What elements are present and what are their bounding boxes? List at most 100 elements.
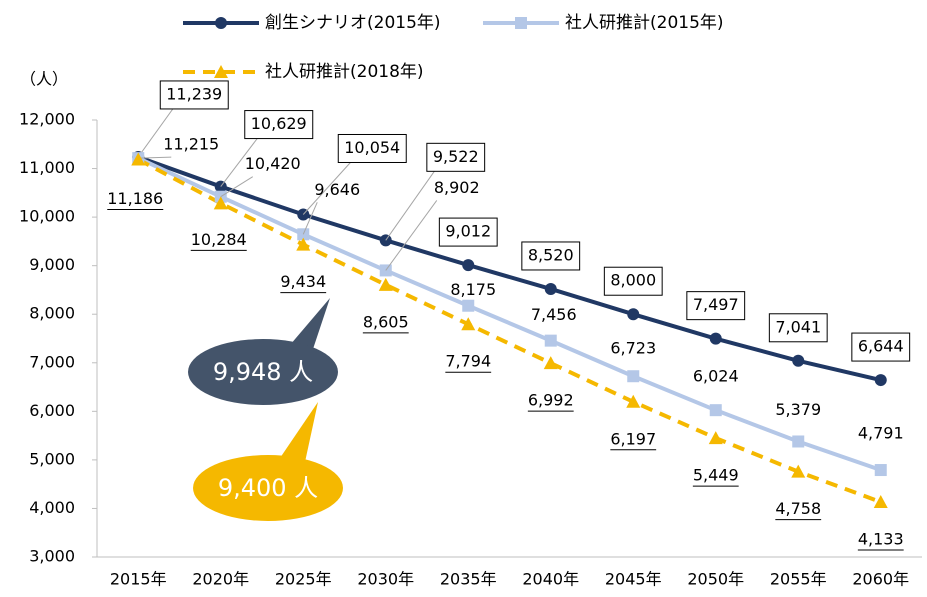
data-label: 7,456 — [531, 305, 577, 324]
data-label: 10,420 — [245, 154, 301, 173]
y-tick-label: 9,000 — [29, 255, 75, 274]
legend-label: 社人研推計(2018年) — [265, 62, 424, 82]
callout-bubble — [193, 455, 343, 521]
data-label: 8,605 — [363, 312, 409, 331]
x-tick-label: 2055年 — [770, 570, 827, 589]
data-label-box — [426, 142, 486, 172]
data-label: 8,902 — [434, 178, 480, 197]
point — [627, 370, 640, 383]
y-tick-label: 8,000 — [29, 304, 75, 323]
point — [543, 356, 558, 370]
point — [461, 317, 476, 331]
data-label: 6,197 — [610, 429, 656, 448]
legend-marker — [215, 17, 227, 29]
data-label-box — [159, 80, 229, 110]
point — [874, 374, 887, 387]
series-line — [137, 156, 882, 472]
y-tick-label: 5,000 — [29, 449, 75, 468]
x-tick-label: 2060年 — [852, 570, 909, 589]
point — [792, 354, 805, 367]
x-tick-label: 2045年 — [605, 570, 662, 589]
leader-line — [220, 136, 260, 187]
point — [791, 464, 806, 478]
y-tick-label: 10,000 — [19, 207, 75, 226]
callout-bubble — [188, 339, 338, 405]
legend-label: 社人研推計(2015年) — [565, 13, 724, 33]
legend-marker — [214, 65, 228, 78]
data-label: 10,284 — [191, 230, 247, 249]
data-label-box — [337, 133, 407, 163]
point — [627, 308, 640, 321]
data-label: 11,239 — [166, 84, 222, 103]
series-line — [137, 157, 882, 504]
leader-line — [385, 200, 438, 271]
data-label-box — [768, 313, 828, 343]
data-label: 4,133 — [858, 529, 904, 548]
point — [544, 334, 557, 347]
x-tick-label: 2040年 — [522, 570, 579, 589]
point — [874, 464, 887, 477]
y-axis-label: （人） — [20, 70, 68, 89]
data-label: 5,379 — [775, 400, 821, 419]
y-tick-label: 7,000 — [29, 352, 75, 371]
data-label: 6,644 — [858, 337, 904, 356]
data-label-box — [244, 110, 314, 140]
callout-text: 9,948 人 — [213, 358, 313, 386]
point — [792, 435, 805, 448]
data-label: 5,449 — [693, 466, 739, 485]
leader-line — [138, 156, 172, 159]
callout-tail — [280, 402, 318, 462]
data-label: 10,054 — [344, 138, 400, 157]
point — [462, 299, 475, 312]
data-label: 6,723 — [610, 339, 656, 358]
callout-tail — [290, 298, 330, 358]
leader-line — [385, 169, 437, 241]
data-label-box — [686, 291, 746, 321]
point — [709, 404, 722, 417]
data-label: 6,992 — [528, 391, 574, 410]
x-tick-label: 2020年 — [192, 570, 249, 589]
data-label: 9,522 — [433, 147, 479, 166]
point — [873, 494, 888, 508]
data-label: 11,186 — [107, 189, 163, 208]
legend-label: 創生シナリオ(2015年) — [265, 13, 441, 33]
data-label: 9,012 — [445, 222, 491, 241]
data-label: 7,497 — [693, 295, 739, 314]
y-tick-label: 3,000 — [29, 547, 75, 566]
data-label-box — [851, 332, 911, 362]
y-tick-label: 11,000 — [19, 158, 75, 177]
leader-line — [137, 106, 175, 158]
data-label: 4,791 — [858, 424, 904, 443]
y-tick-label: 6,000 — [29, 401, 75, 420]
x-tick-label: 2030年 — [357, 570, 414, 589]
series-line — [137, 155, 882, 383]
x-tick-label: 2050年 — [687, 570, 744, 589]
x-tick-label: 2035年 — [440, 570, 497, 589]
legend-marker — [515, 17, 527, 29]
data-label: 9,434 — [280, 272, 326, 291]
y-tick-label: 12,000 — [19, 110, 75, 129]
data-label-box — [438, 217, 498, 247]
data-label-box — [521, 241, 581, 271]
data-label: 9,646 — [314, 180, 360, 199]
data-label-box — [603, 266, 663, 296]
data-label: 7,041 — [775, 317, 821, 336]
callout-text: 9,400 人 — [218, 474, 318, 502]
data-label: 8,520 — [528, 245, 574, 264]
point — [626, 394, 641, 408]
point — [709, 332, 722, 345]
point — [708, 431, 723, 445]
point — [544, 282, 557, 295]
leader-line — [220, 176, 254, 198]
x-tick-label: 2015年 — [110, 570, 167, 589]
point — [296, 237, 311, 251]
leader-line — [302, 202, 318, 235]
data-label: 8,000 — [610, 271, 656, 290]
leader-line — [302, 160, 353, 215]
y-tick-label: 4,000 — [29, 498, 75, 517]
data-label: 6,024 — [693, 367, 739, 386]
data-label: 11,215 — [163, 135, 219, 154]
data-label: 7,794 — [445, 352, 491, 371]
data-label: 4,758 — [775, 499, 821, 518]
